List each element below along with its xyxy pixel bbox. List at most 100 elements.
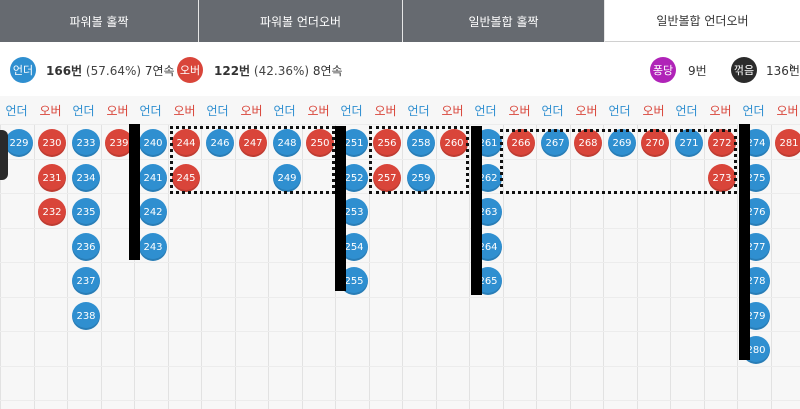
grid-column-line (369, 96, 370, 409)
stats-bar: 언더 166번 (57.64%) 7연속 오버 122번 (42.36%) 8연… (0, 42, 800, 96)
tab-powerball-odd-even[interactable]: 파워볼 홀짝 (0, 0, 199, 42)
grid-row-line (0, 228, 800, 229)
result-ball-over: 270 (641, 129, 669, 157)
dotted-box-annotation (170, 126, 335, 194)
over-badge: 오버 (177, 57, 203, 83)
column-header-over: 오버 (637, 96, 670, 124)
result-ball-over: 256 (373, 129, 401, 157)
grid-column-line (302, 96, 303, 409)
black-bar-annotation (471, 126, 482, 295)
result-ball-under: 237 (72, 267, 100, 295)
bomb-count: 9번 (688, 64, 707, 78)
grid-column-line (436, 96, 437, 409)
result-ball-under: 258 (407, 129, 435, 157)
column-header-under: 언더 (469, 96, 502, 124)
left-edge-shadow (0, 130, 8, 180)
grid-column-line (101, 96, 102, 409)
result-ball-over: 231 (38, 164, 66, 192)
column-header-under: 언더 (402, 96, 435, 124)
grid-row-line (0, 262, 800, 263)
result-ball-under: 236 (72, 233, 100, 261)
grid-column-line (570, 96, 571, 409)
column-header-under: 언더 (0, 96, 33, 124)
grid-column-line (201, 96, 202, 409)
result-ball-under: 248 (273, 129, 301, 157)
grid-column-line (771, 96, 772, 409)
result-ball-over: 268 (574, 129, 602, 157)
column-header-under: 언더 (670, 96, 703, 124)
result-ball-under: 249 (273, 164, 301, 192)
grid-row-line (0, 297, 800, 298)
result-ball-over: 245 (172, 164, 200, 192)
grid-column-line (268, 96, 269, 409)
column-header-under: 언더 (603, 96, 636, 124)
grid-column-line (637, 96, 638, 409)
column-header-over: 오버 (704, 96, 737, 124)
result-ball-over: 230 (38, 129, 66, 157)
tab-normal-sum-odd-even[interactable]: 일반볼합 홀짝 (403, 0, 605, 42)
column-header-over: 오버 (436, 96, 469, 124)
column-header-under: 언더 (201, 96, 234, 124)
grid-column-line (503, 96, 504, 409)
grid-column-line (670, 96, 671, 409)
result-ball-over: 247 (239, 129, 267, 157)
result-ball-over: 239 (105, 129, 133, 157)
column-header-over: 오버 (369, 96, 402, 124)
result-ball-under: 229 (5, 129, 33, 157)
grid-row-line (0, 400, 800, 401)
over-percent: (42.36%) (253, 64, 310, 78)
result-ball-over: 281 (775, 129, 800, 157)
result-ball-under: 269 (608, 129, 636, 157)
column-header-under: 언더 (67, 96, 100, 124)
under-badge: 언더 (10, 57, 36, 83)
column-header-under: 언더 (536, 96, 569, 124)
grid-row-line (0, 366, 800, 367)
bomb-badge: 퐁당 (650, 57, 676, 83)
column-header-over: 오버 (101, 96, 134, 124)
column-header-over: 오버 (570, 96, 603, 124)
black-bar-annotation (335, 126, 346, 291)
grid-row-line (0, 159, 800, 160)
grid-column-line (704, 96, 705, 409)
tab-normal-sum-under-over[interactable]: 일반볼합 언더오버 (605, 0, 800, 42)
result-board: 언더 229 오버 230 231 232 언더 233 234 235 236 237 238 오버 23… (0, 96, 800, 409)
result-ball-under: 238 (72, 302, 100, 330)
result-ball-over: 244 (172, 129, 200, 157)
result-ball-over: 260 (440, 129, 468, 157)
result-ball-over: 232 (38, 198, 66, 226)
tab-powerball-under-over[interactable]: 파워볼 언더오버 (199, 0, 403, 42)
gap-badge: 꺾음 (731, 57, 757, 83)
column-header-over: 오버 (503, 96, 536, 124)
result-ball-under: 271 (675, 129, 703, 157)
result-ball-under: 259 (407, 164, 435, 192)
column-header-over: 오버 (235, 96, 268, 124)
gap-count: 136번 (766, 64, 800, 78)
over-streak: 8연속 (312, 64, 343, 78)
result-ball-under: 233 (72, 129, 100, 157)
result-ball-over: 257 (373, 164, 401, 192)
grid-column-line (67, 96, 68, 409)
result-ball-under: 267 (541, 129, 569, 157)
column-header-under: 언더 (134, 96, 167, 124)
grid-column-line (34, 96, 35, 409)
column-header-over: 오버 (168, 96, 201, 124)
result-ball-over: 250 (306, 129, 334, 157)
dotted-box-annotation (369, 126, 469, 194)
under-count: 166번 (46, 64, 83, 78)
result-ball-under: 241 (139, 164, 167, 192)
column-header-under: 언더 (268, 96, 301, 124)
black-bar-annotation (739, 124, 750, 360)
grid-row-line (0, 331, 800, 332)
grid-column-line (0, 96, 1, 409)
black-bar-annotation (129, 124, 140, 260)
over-stat: 122번 (42.36%) 8연속 (214, 62, 343, 79)
column-header-over: 오버 (34, 96, 67, 124)
grid-column-line (235, 96, 236, 409)
next-arrow-icon[interactable]: › (789, 59, 795, 75)
result-ball-over: 272 (708, 129, 736, 157)
grid-column-line (603, 96, 604, 409)
result-ball-under: 243 (139, 233, 167, 261)
under-percent: (57.64%) (85, 64, 142, 78)
result-ball-under: 234 (72, 164, 100, 192)
result-ball-under: 246 (206, 129, 234, 157)
